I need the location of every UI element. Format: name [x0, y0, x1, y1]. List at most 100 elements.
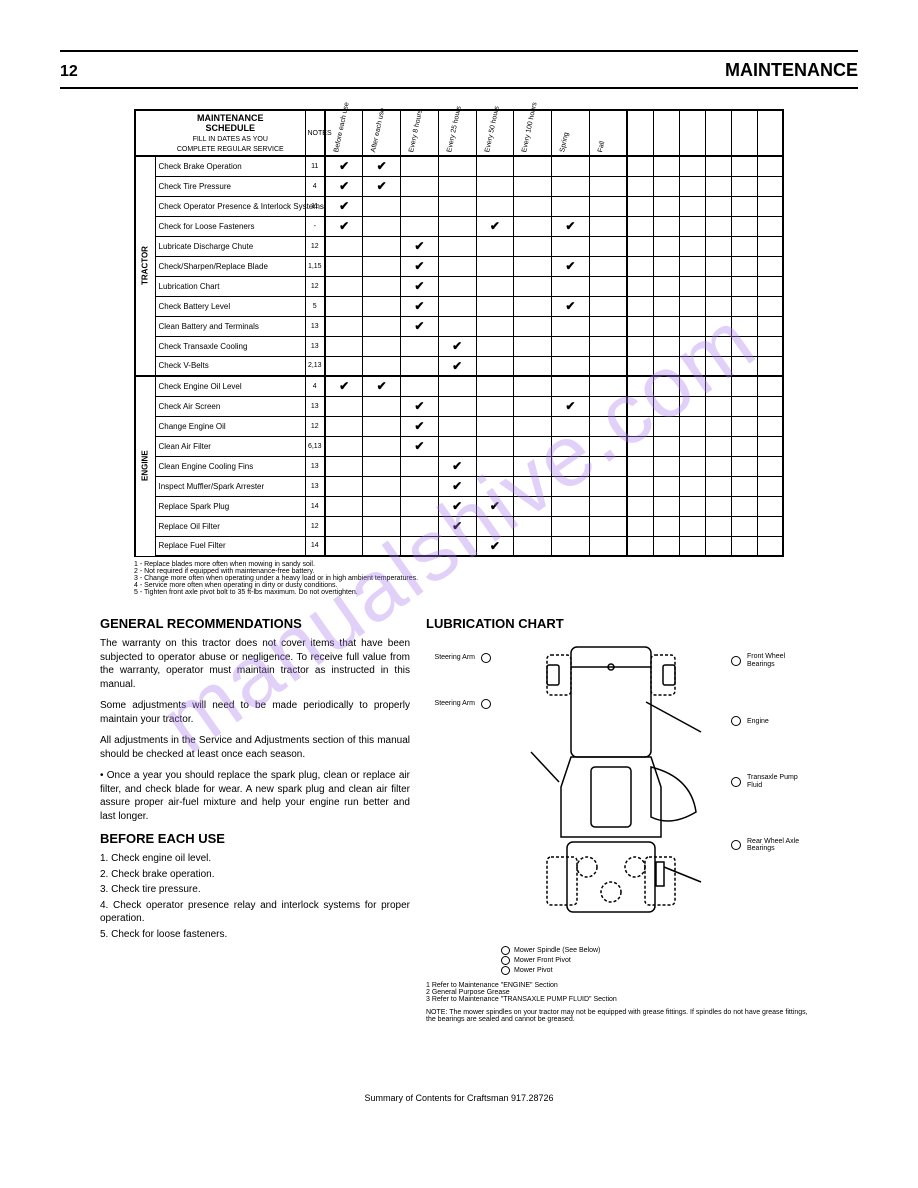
- table-cell: [514, 436, 552, 456]
- table-cell: [514, 356, 552, 376]
- page-header: 12 MAINTENANCE: [60, 58, 858, 83]
- service-date-cell: [653, 156, 679, 176]
- table-cell: [438, 256, 476, 276]
- service-date-cell: [705, 396, 731, 416]
- service-date-cell: [627, 516, 653, 536]
- table-row-label: Check Transaxle Cooling: [155, 336, 305, 356]
- service-date-cell: [627, 456, 653, 476]
- table-cell: ✔: [552, 396, 590, 416]
- table-row-label: Check Air Screen: [155, 396, 305, 416]
- service-date-cell: [705, 496, 731, 516]
- lubrication-chart-column: LUBRICATION CHART Steering Arm Steering …: [426, 616, 818, 1023]
- service-date-cell: [653, 216, 679, 236]
- service-date-cell: [679, 376, 705, 396]
- service-date-cell: [679, 516, 705, 536]
- table-cell: [476, 296, 514, 316]
- table-cell: [401, 456, 439, 476]
- section-label: TRACTOR: [135, 156, 155, 376]
- service-date-cell: [757, 516, 783, 536]
- service-date-cell: [627, 316, 653, 336]
- table-cell: [476, 516, 514, 536]
- lube-point-icon: [481, 699, 491, 709]
- service-date-cell: [757, 436, 783, 456]
- service-date-cell: [757, 196, 783, 216]
- table-cell: [325, 536, 363, 556]
- table-row-label: Check for Loose Fasteners: [155, 216, 305, 236]
- service-date-cell: [627, 376, 653, 396]
- table-cell: [514, 536, 552, 556]
- table-cell: [325, 396, 363, 416]
- service-date-cell: [757, 396, 783, 416]
- table-cell: [476, 316, 514, 336]
- table-cell: [589, 176, 627, 196]
- maintenance-table: MAINTENANCESCHEDULEFILL IN DATES AS YOUC…: [134, 109, 784, 557]
- service-date-cell: [705, 336, 731, 356]
- table-cell: [589, 316, 627, 336]
- table-row-ref: 14: [305, 536, 325, 556]
- service-date-cell: [731, 296, 757, 316]
- service-date-cell: [679, 236, 705, 256]
- table-cell: [438, 316, 476, 336]
- table-cell: [514, 476, 552, 496]
- service-date-cell: [731, 376, 757, 396]
- table-cell: [589, 356, 627, 376]
- lube-point-icon: [731, 656, 741, 666]
- service-date-cell: [731, 336, 757, 356]
- service-date-cell: [653, 356, 679, 376]
- table-row-ref: 4: [305, 376, 325, 396]
- service-date-cell: [705, 236, 731, 256]
- table-row-ref: 13: [305, 336, 325, 356]
- service-date-cell: [653, 336, 679, 356]
- service-date-cell: [705, 296, 731, 316]
- table-cell: [363, 256, 401, 276]
- table-cell: [476, 256, 514, 276]
- service-date-cell: [731, 216, 757, 236]
- table-cell: [363, 396, 401, 416]
- service-date-cell: [653, 516, 679, 536]
- table-cell: ✔: [401, 316, 439, 336]
- table-cell: [552, 176, 590, 196]
- service-date-cell: [731, 176, 757, 196]
- table-cell: [552, 536, 590, 556]
- table-cell: ✔: [552, 256, 590, 276]
- table-cell: [476, 456, 514, 476]
- table-row-ref: 12: [305, 416, 325, 436]
- service-date-cell: [679, 176, 705, 196]
- service-date-cell: [653, 376, 679, 396]
- lube-bottom-labels: Mower Spindle (See Below) Mower Front Pi…: [501, 946, 721, 975]
- table-row-label: Check V-Belts: [155, 356, 305, 376]
- table-cell: [438, 156, 476, 176]
- service-date-cell: [627, 536, 653, 556]
- table-row-ref: 12: [305, 236, 325, 256]
- table-row-ref: 11: [305, 156, 325, 176]
- table-cell: [552, 236, 590, 256]
- table-cell: [438, 296, 476, 316]
- table-cell: ✔: [325, 176, 363, 196]
- table-cell: [476, 196, 514, 216]
- service-date-cell: [627, 216, 653, 236]
- page-title: MAINTENANCE: [725, 60, 858, 81]
- table-cell: [325, 296, 363, 316]
- table-cell: [401, 376, 439, 396]
- table-cell: ✔: [363, 376, 401, 396]
- table-cell: [476, 236, 514, 256]
- page-footer: Summary of Contents for Craftsman 917.28…: [0, 1093, 918, 1103]
- service-date-cell: [757, 336, 783, 356]
- table-row-ref: 4: [305, 176, 325, 196]
- service-date-cell: [731, 356, 757, 376]
- table-cell: [401, 476, 439, 496]
- general-heading: GENERAL RECOMMENDATIONS: [100, 616, 410, 631]
- table-cell: [552, 416, 590, 436]
- service-date-cell: [653, 456, 679, 476]
- before-heading: BEFORE EACH USE: [100, 831, 410, 846]
- service-date-cell: [757, 416, 783, 436]
- table-cell: ✔: [401, 256, 439, 276]
- table-cell: [325, 316, 363, 336]
- service-date-cell: [705, 156, 731, 176]
- table-row-label: Check/Sharpen/Replace Blade: [155, 256, 305, 276]
- table-cell: [363, 456, 401, 476]
- service-date-cell: [679, 536, 705, 556]
- table-row-ref: 1,15: [305, 256, 325, 276]
- table-cell: [363, 356, 401, 376]
- table-cell: [552, 436, 590, 456]
